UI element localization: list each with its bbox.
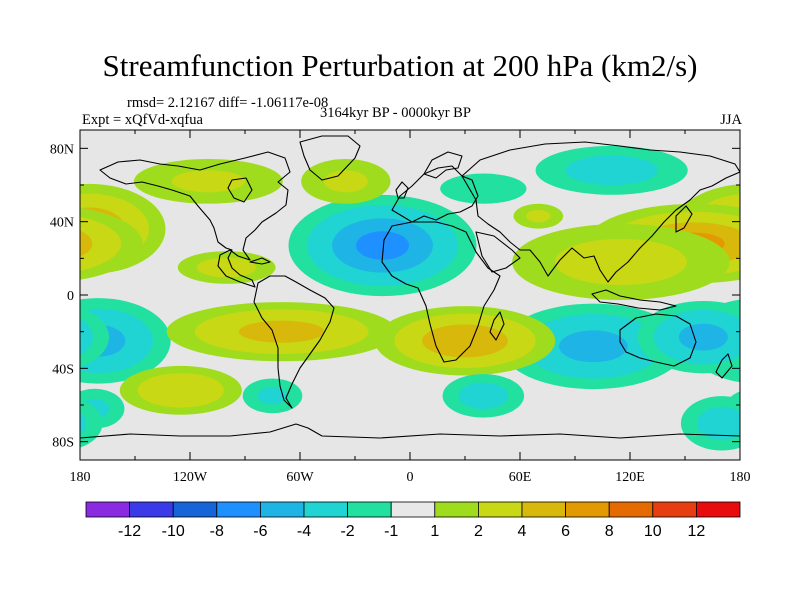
colorbar-swatch <box>85 501 130 518</box>
colorbar-label: -10 <box>162 523 185 540</box>
contour-fill <box>678 323 728 351</box>
contour-fill <box>80 307 110 368</box>
colorbar-label: -4 <box>297 523 311 540</box>
colorbar-label: 12 <box>688 523 706 540</box>
coastline-japan <box>675 205 693 233</box>
contour-fill <box>80 399 103 448</box>
colorbar-swatch <box>303 501 348 518</box>
x-tick-label: 180 <box>730 470 751 485</box>
colorbar-label: -1 <box>384 523 398 540</box>
contour-fill <box>739 408 740 410</box>
coastline-antarctica <box>80 423 740 439</box>
colorbar-swatch <box>521 501 566 518</box>
colorbar-swatch <box>172 501 218 518</box>
contour-fill <box>696 406 740 440</box>
colorbar-swatch <box>129 501 174 518</box>
colorbar-swatch <box>652 501 697 518</box>
contour-fill <box>80 412 87 435</box>
colorbar-swatch <box>259 501 305 518</box>
colorbar-swatch <box>477 501 523 518</box>
colorbar-label: 4 <box>518 523 527 540</box>
coastline-cuba <box>249 257 271 265</box>
y-tick-label: 40N <box>50 216 74 231</box>
colorbar-swatch <box>565 501 610 518</box>
colorbar-label: -8 <box>210 523 224 540</box>
colorbar-swatch <box>434 501 479 518</box>
season-label: JJA <box>720 112 742 128</box>
coastline-south-america <box>253 275 335 409</box>
colorbar: -12 -10 -8 -6 -4 -2 -1 1 2 4 6 8 10 12 <box>85 501 741 540</box>
contour-fill <box>80 318 93 356</box>
coastline-greenland <box>299 135 361 181</box>
colorbar-label: 10 <box>644 523 662 540</box>
x-tick-label: 60E <box>509 470 532 485</box>
colorbar-label: 8 <box>605 523 614 540</box>
contour-fill <box>526 210 551 223</box>
coastline-europe <box>391 165 479 223</box>
contour-fill <box>458 382 509 410</box>
contour-fill <box>422 324 508 358</box>
colorbar-swatch <box>390 501 436 518</box>
contour-fill <box>238 320 325 343</box>
colorbar-label: -2 <box>340 523 354 540</box>
contour-fill <box>257 387 288 405</box>
coastline-scandinavia <box>423 151 463 179</box>
contour-fill <box>196 257 257 278</box>
colorbar-swatch <box>216 501 261 518</box>
map-title: Streamfunction Perturbation at 200 hPa (… <box>102 48 698 83</box>
coastline-hudson-bay <box>227 177 253 203</box>
contour-fill <box>323 170 368 193</box>
coastline-asia <box>461 141 740 283</box>
colorbar-label: -12 <box>118 523 141 540</box>
plot-area <box>80 130 740 460</box>
axes: 180 120W 60W 0 60E 120E 180 80N 40N 0 40S 80S <box>50 130 751 485</box>
contour-fill <box>80 230 93 257</box>
contour-fill <box>137 373 225 408</box>
coastline-british-isles <box>395 181 409 199</box>
coastline-new-zealand <box>715 353 733 379</box>
contour-fill <box>559 330 628 363</box>
contour-fill <box>565 155 658 186</box>
colorbar-label: 2 <box>474 523 483 540</box>
coastline-australia <box>619 313 697 367</box>
coastlines <box>80 135 740 439</box>
contour-fill <box>171 170 246 193</box>
colorbar-swatch <box>608 501 654 518</box>
colorbar-label: 1 <box>430 523 439 540</box>
rmsd-label: rmsd= 2.12167 diff= -1.06117e-08 <box>127 95 329 111</box>
contour-fill <box>440 173 527 204</box>
x-tick-label: 60W <box>286 470 314 485</box>
x-tick-label: 120E <box>615 470 645 485</box>
x-tick-label: 120W <box>173 470 208 485</box>
x-tick-label: 180 <box>70 470 91 485</box>
x-tick-label: 0 <box>407 470 414 485</box>
contour-fill <box>554 238 687 286</box>
colorbar-label: -6 <box>253 523 267 540</box>
y-tick-label: 80N <box>50 142 74 157</box>
colorbar-label: 6 <box>561 523 570 540</box>
colorbar-swatch <box>347 501 392 518</box>
contour-fills <box>80 145 740 451</box>
period-label: 3164kyr BP - 0000kyr BP <box>320 105 471 121</box>
contour-fill <box>356 231 409 260</box>
y-tick-label: 40S <box>52 362 74 377</box>
y-tick-label: 0 <box>67 289 74 304</box>
contour-fill <box>80 216 122 271</box>
colorbar-swatch <box>696 501 741 518</box>
coastline-arabia <box>475 231 521 273</box>
coastline-indonesia <box>591 289 677 311</box>
coastline-madagascar <box>489 311 505 341</box>
experiment-label: Expt = xQfVd-xqfua <box>82 112 203 128</box>
y-tick-label: 80S <box>52 436 74 451</box>
coastline-north-america <box>99 151 291 288</box>
coastline-africa <box>381 221 501 363</box>
